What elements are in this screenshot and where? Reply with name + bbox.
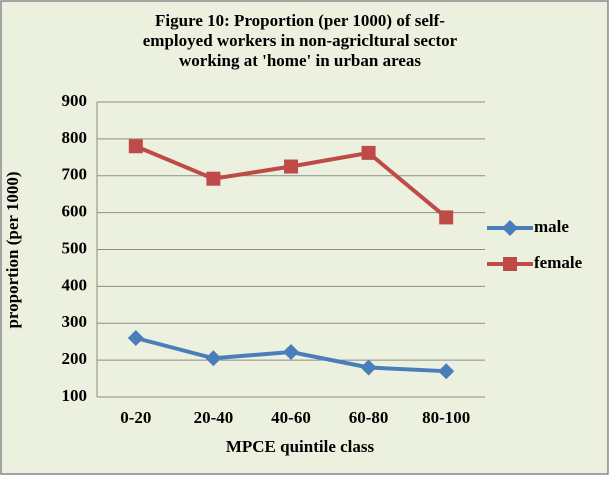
data-point [439, 210, 454, 225]
x-tick-label: 40-60 [271, 408, 311, 427]
data-point [205, 350, 222, 367]
x-axis-label: MPCE quintile class [226, 437, 375, 456]
y-tick-label: 700 [62, 165, 88, 184]
legend-marker [503, 257, 517, 271]
data-point [360, 359, 377, 376]
legend-label: female [534, 253, 583, 272]
y-tick-label: 200 [62, 349, 88, 368]
y-tick-label: 800 [62, 128, 88, 147]
data-point [206, 171, 221, 186]
x-tick-label: 60-80 [349, 408, 389, 427]
data-point [283, 344, 299, 361]
legend-marker [502, 220, 518, 236]
y-tick-label: 100 [62, 386, 88, 405]
legend-label: male [534, 217, 569, 236]
data-point [284, 159, 298, 174]
y-axis-label: proportion (per 1000) [3, 171, 22, 328]
y-tick-label: 400 [62, 275, 88, 294]
x-tick-label: 0-20 [120, 408, 151, 427]
y-tick-label: 300 [62, 312, 88, 331]
x-tick-label: 20-40 [194, 408, 234, 427]
data-point [438, 363, 455, 380]
data-point [127, 330, 144, 346]
chart-title: working at 'home' in urban areas [179, 51, 421, 70]
y-tick-label: 600 [62, 202, 88, 221]
data-point [361, 145, 376, 160]
chart-title: employed workers in non-agricltural sect… [143, 31, 458, 50]
y-tick-label: 900 [62, 91, 88, 110]
data-point [128, 139, 143, 154]
chart-title: Figure 10: Proportion (per 1000) of self… [155, 11, 445, 30]
x-tick-label: 80-100 [422, 408, 470, 427]
y-tick-label: 500 [62, 238, 88, 257]
